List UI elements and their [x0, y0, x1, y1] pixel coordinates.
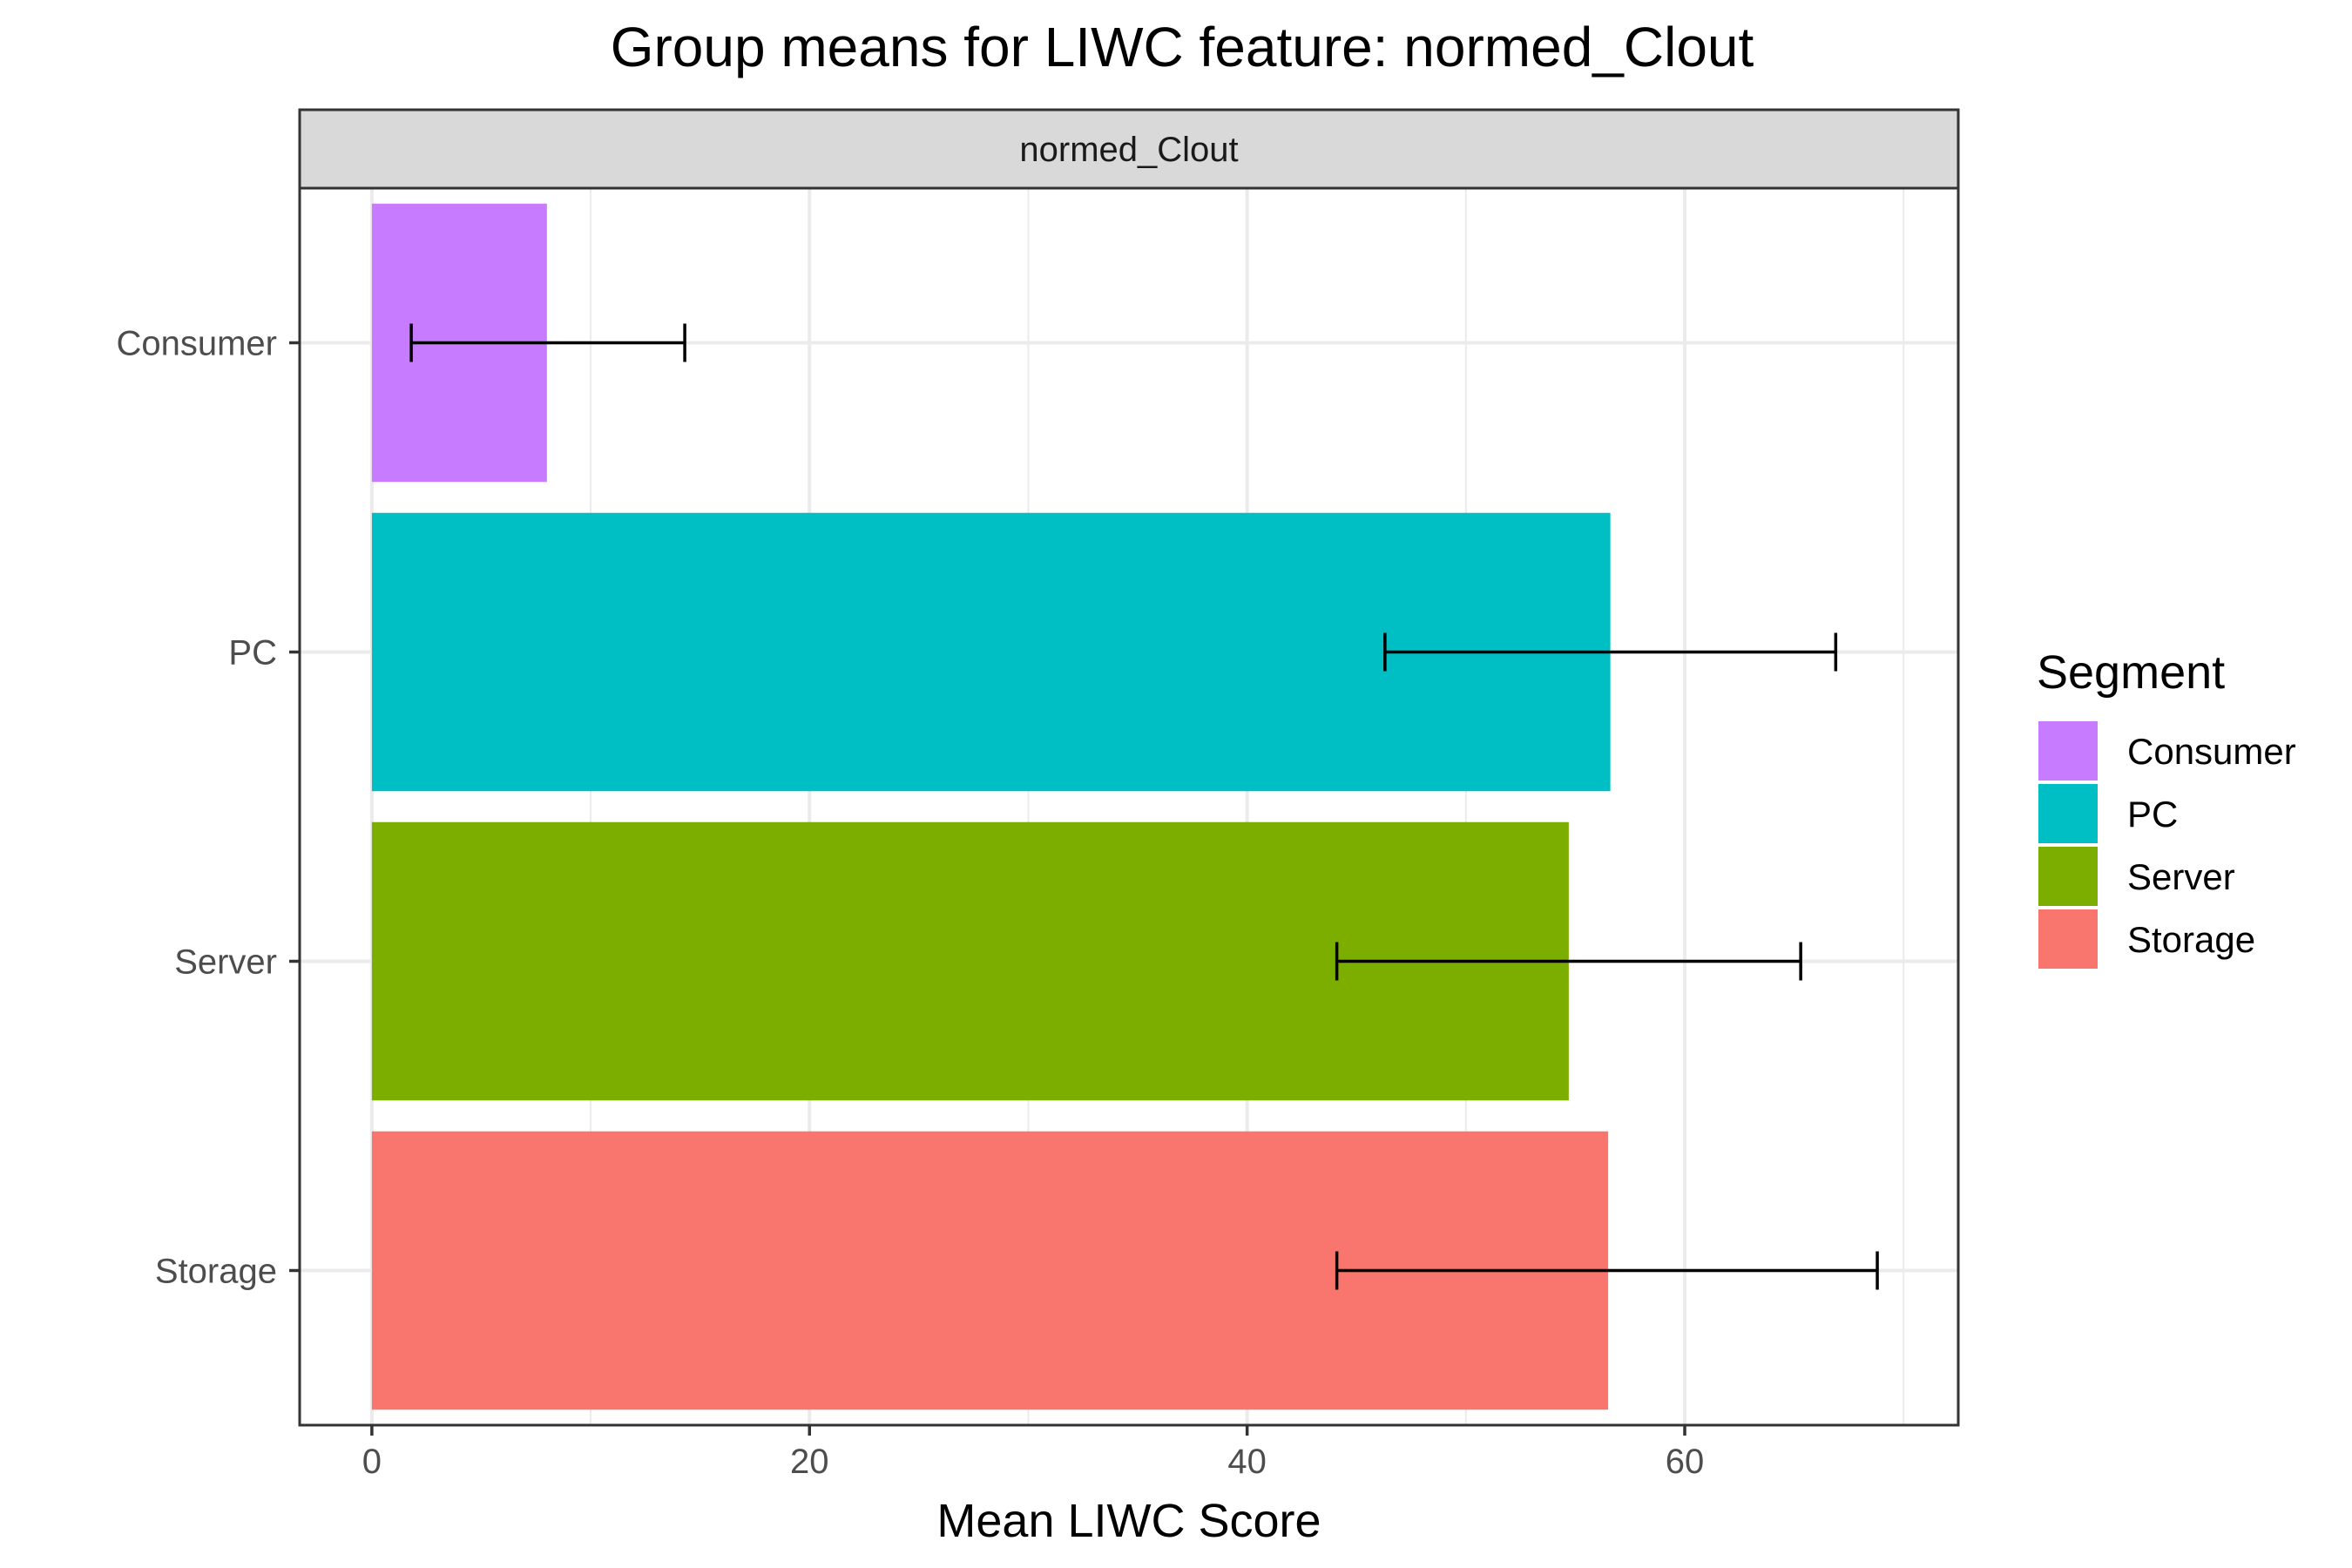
legend-label-server: Server [2127, 856, 2235, 897]
y-tick-label: Storage [155, 1253, 277, 1291]
legend-key-storage [2038, 909, 2098, 969]
x-tick-label: 60 [1666, 1443, 1705, 1481]
x-tick-label: 20 [790, 1443, 829, 1481]
legend-title: Segment [2037, 646, 2225, 699]
error-bars [409, 323, 1879, 1290]
facet-strip-label: normed_Clout [1019, 131, 1238, 169]
x-axis: 0 20 40 60 [362, 1425, 1704, 1481]
bars [371, 203, 1611, 1410]
legend-label-storage: Storage [2127, 919, 2255, 960]
legend-label-pc: PC [2127, 794, 2178, 835]
legend-label-consumer: Consumer [2127, 731, 2296, 772]
legend: Segment Consumer PC Server Storage [2037, 646, 2296, 969]
facet-strip [298, 108, 1960, 190]
legend-key-pc [2038, 784, 2098, 843]
legend-key-consumer [2038, 721, 2098, 781]
y-tick-label: Consumer [116, 325, 277, 363]
x-axis-title: Mean LIWC Score [936, 1495, 1321, 1547]
legend-key-server [2038, 847, 2098, 906]
x-tick-label: 0 [362, 1443, 382, 1481]
y-axis: Consumer PC Server Storage [116, 325, 300, 1291]
x-tick-label: 40 [1227, 1443, 1267, 1481]
y-tick-label: PC [228, 634, 277, 672]
panel-border [298, 186, 1960, 1427]
y-tick-label: Server [174, 943, 277, 982]
chart-title: Group means for LIWC feature: normed_Clo… [611, 16, 1754, 78]
